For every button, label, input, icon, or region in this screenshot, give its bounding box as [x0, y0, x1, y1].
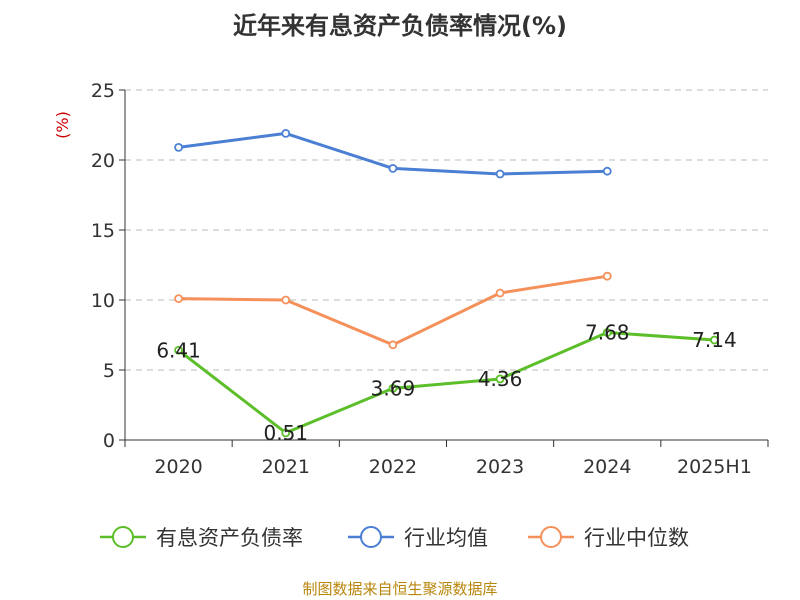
data-point [388, 163, 398, 173]
data-point [388, 340, 398, 350]
legend-marker [112, 526, 134, 548]
data-point [602, 166, 612, 176]
x-tick-label: 2022 [369, 456, 417, 478]
data-point [174, 345, 183, 355]
data-label: 0.51 [263, 421, 308, 445]
data-point [495, 288, 505, 298]
x-tick-label: 2020 [154, 456, 202, 478]
y-tick-label: 20 [91, 150, 115, 172]
data-point [388, 383, 398, 393]
x-tick-label: 2025H1 [677, 456, 752, 478]
series-lines [174, 128, 719, 438]
x-tick-label: 2023 [476, 456, 524, 478]
x-tick-label: 2021 [262, 456, 310, 478]
data-point [602, 328, 612, 337]
y-tick-labels: 0 5 10 15 20 25 [91, 80, 115, 452]
data-point [602, 271, 612, 281]
series-line [178, 274, 608, 347]
y-tick-label: 0 [103, 430, 115, 452]
x-tick-label: 2024 [583, 456, 631, 478]
data-point [710, 335, 719, 345]
data-label: 7.14 [692, 328, 737, 352]
y-tick-label: 5 [103, 360, 115, 382]
data-point [495, 169, 505, 179]
legend-marker [360, 526, 382, 548]
legend-marker [540, 526, 562, 548]
data-label: 4.36 [478, 367, 523, 391]
x-tick-labels: 2020 2021 2022 2023 2024 2025H1 [154, 456, 751, 478]
data-point [495, 374, 505, 384]
data-point [281, 428, 291, 438]
data-label: 6.41 [156, 338, 201, 362]
data-labels: 6.41 0.51 3.69 4.36 7.68 7.14 [156, 320, 736, 444]
y-tick-label: 25 [91, 80, 115, 102]
legend-label: 有息资产负债率 [156, 526, 303, 550]
source-note: 制图数据来自恒生聚源数据库 [302, 580, 498, 598]
axes [119, 89, 769, 447]
data-point [174, 294, 183, 304]
series-line [177, 330, 715, 435]
data-label: 3.69 [371, 376, 416, 400]
data-point [281, 128, 291, 138]
gridlines [125, 89, 768, 371]
legend: 有息资产负债率 行业均值 行业中位数 [100, 526, 689, 550]
data-label: 7.68 [585, 320, 630, 344]
y-axis-label: (%) [53, 111, 72, 139]
y-tick-label: 10 [91, 290, 115, 312]
data-point [174, 142, 183, 152]
chart-title: 近年来有息资产负债率情况(%) [233, 12, 567, 40]
legend-label: 行业均值 [404, 526, 488, 550]
data-point [281, 295, 291, 305]
legend-label: 行业中位数 [584, 526, 689, 550]
y-tick-label: 15 [91, 220, 115, 242]
